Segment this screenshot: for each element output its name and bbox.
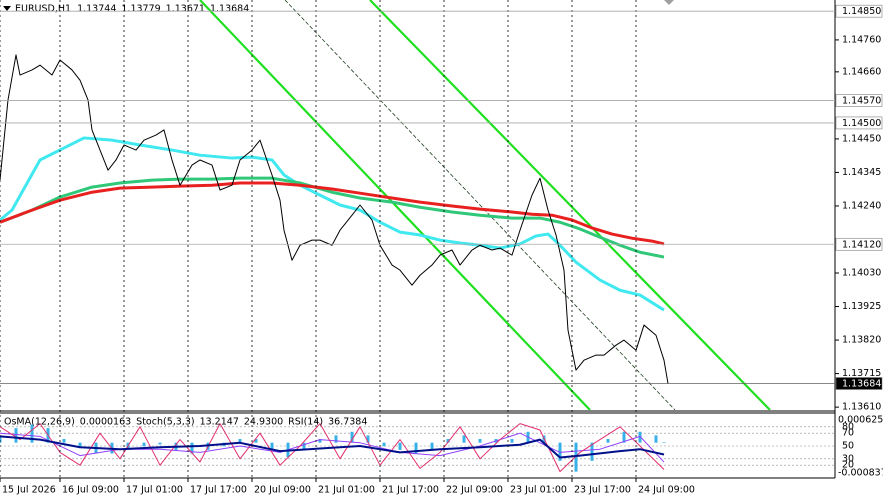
osma-bar — [30, 424, 34, 443]
indicator-tick-label: 80 — [842, 421, 854, 432]
x-tick-label: 24 Jul 09:00 — [638, 485, 695, 496]
chart-header: EURUSD,H1 1.13744 1.13779 1.13671 1.13684 — [15, 4, 249, 15]
rsi-line — [0, 435, 665, 459]
y-tick-label: 1.13925 — [842, 301, 881, 312]
x-tick-label: 23 Jul 01:00 — [510, 485, 567, 496]
osma-bar — [654, 435, 658, 443]
x-tick-label: 21 Jul 01:00 — [318, 485, 375, 496]
x-tick-label: 16 Jul 09:00 — [62, 485, 119, 496]
indicator-panel — [0, 423, 835, 473]
osma-bar — [350, 431, 354, 443]
osma-bar — [398, 442, 402, 450]
price-level-box — [835, 94, 883, 107]
y-tick-label: 1.14030 — [842, 268, 881, 279]
price-line — [0, 54, 669, 384]
trend-line[interactable] — [284, 0, 676, 410]
moving-average — [0, 176, 665, 259]
indicator-tick-label: 70 — [842, 428, 854, 439]
osma-bar — [382, 442, 386, 447]
x-tick-label: 15 Jul 2026 — [2, 485, 56, 496]
osma-bar — [366, 435, 370, 443]
osma-bar — [558, 442, 562, 461]
collapse-icon[interactable] — [3, 6, 11, 11]
indicator-label: Stoch(5,3,3) — [136, 417, 194, 428]
ohlc-value: 1.13684 — [210, 4, 249, 15]
x-tick-label: 21 Jul 17:00 — [382, 485, 439, 496]
osma-bar — [414, 442, 418, 454]
osma-bar — [238, 439, 242, 443]
osma-bar — [62, 439, 66, 443]
y-tick-label: 1.14450 — [842, 133, 881, 144]
trend-channel-line[interactable] — [199, 0, 591, 410]
osma-bar — [14, 428, 18, 443]
osma-tick-label: 0.000625 — [838, 415, 883, 426]
osma-bar — [462, 435, 466, 443]
osma-bar — [662, 442, 666, 443]
osma-bar — [590, 442, 594, 461]
price-level-label: 1.14850 — [842, 6, 881, 17]
osma-tick-label: -0.000837 — [838, 468, 883, 479]
osma-bar — [430, 442, 434, 450]
x-tick-label: 23 Jul 17:00 — [574, 485, 631, 496]
main-panel — [0, 0, 771, 410]
osma-bar — [574, 442, 578, 472]
osma-bar — [478, 439, 482, 443]
osma-bar — [318, 439, 322, 443]
price-level-box — [835, 116, 883, 130]
y-tick-label: 1.14760 — [842, 34, 881, 45]
ohlc-value: 1.13744 — [77, 4, 116, 15]
indicator-label: 24.9300 — [244, 417, 283, 428]
stoch-main-line — [0, 423, 665, 473]
osma-bar — [302, 442, 306, 450]
indicator-tick-label: 30 — [842, 453, 854, 464]
current-price-label: 1.13684 — [842, 378, 881, 389]
chart-shift-marker[interactable] — [664, 0, 674, 5]
osma-bar — [78, 442, 82, 447]
indicator-label: 36.7384 — [328, 417, 367, 428]
osma-bar — [334, 435, 338, 443]
osma-bar — [254, 439, 258, 443]
indicator-label: RSI(14) — [288, 417, 323, 428]
x-tick-label: 17 Jul 17:00 — [190, 485, 247, 496]
osma-bar — [270, 442, 274, 450]
price-level-label: 1.14500 — [842, 118, 881, 129]
osma-bar — [190, 442, 194, 454]
price-level-label: 1.14570 — [842, 96, 881, 107]
osma-bar — [638, 431, 642, 443]
y-tick-label: 1.14660 — [842, 66, 881, 77]
current-price-box — [835, 377, 883, 390]
indicator-label: OsMA(12,26,9) — [4, 417, 75, 428]
osma-bar — [622, 431, 626, 443]
osma-bar — [606, 439, 610, 443]
y-tick-label: 1.13610 — [842, 402, 881, 413]
y-tick-label: 1.14345 — [842, 167, 881, 178]
osma-bar — [142, 442, 146, 447]
symbol-label: EURUSD,H1 — [15, 4, 71, 15]
osma-bar — [510, 439, 514, 443]
x-tick-label: 20 Jul 09:00 — [254, 485, 311, 496]
trend-channel-line[interactable] — [369, 0, 771, 410]
osma-bar — [0, 435, 2, 443]
price-level-box — [835, 4, 883, 18]
x-tick-label: 17 Jul 01:00 — [126, 485, 183, 496]
price-level-label: 1.14120 — [842, 239, 881, 250]
indicator-tick-label: 20 — [842, 460, 854, 471]
ohlc-value: 1.13779 — [121, 4, 160, 15]
indicator-label: 13.2147 — [200, 417, 239, 428]
ohlc-value: 1.13671 — [166, 4, 205, 15]
osma-bar — [158, 442, 162, 445]
y-tick-label: 1.13715 — [842, 368, 881, 379]
osma-bar — [446, 439, 450, 443]
y-tick-label: 1.13820 — [842, 335, 881, 346]
price-level-box — [835, 237, 883, 251]
y-tick-label: 1.14240 — [842, 200, 881, 211]
moving-average — [0, 181, 665, 246]
indicator-tick-label: 50 — [842, 441, 854, 452]
indicator-label: 0.0000163 — [80, 417, 131, 428]
x-tick-label: 22 Jul 09:00 — [446, 485, 503, 496]
